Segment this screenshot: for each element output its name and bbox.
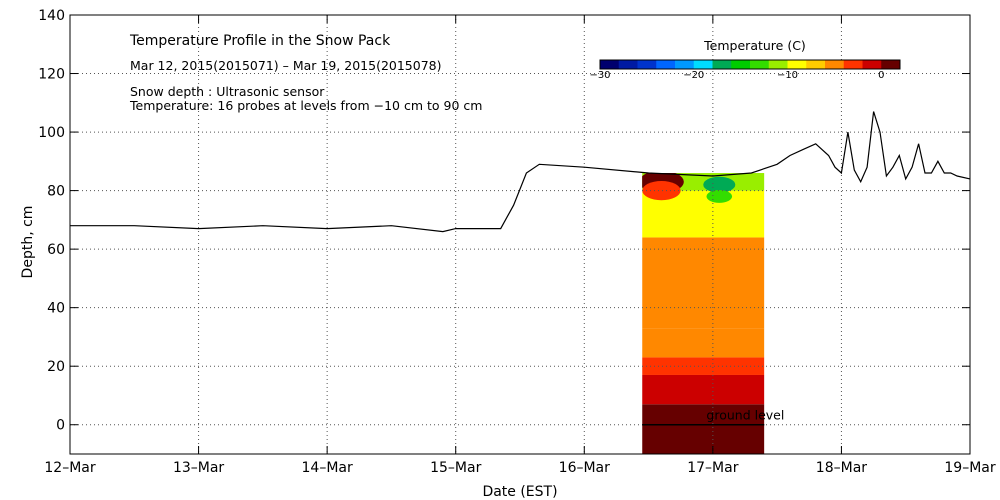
y-tick-label: 20 bbox=[47, 359, 65, 375]
profile-content bbox=[642, 173, 765, 454]
temperature-spot-2 bbox=[703, 176, 736, 193]
temperature-band-3 bbox=[642, 328, 765, 358]
temperature-band-1 bbox=[642, 374, 765, 405]
ground-level-label: ground level bbox=[706, 408, 784, 423]
colorbar: Temperature (C) −30 −20 −10 0 bbox=[589, 38, 901, 81]
colorbar-segment bbox=[731, 60, 751, 69]
colorbar-title: Temperature (C) bbox=[703, 38, 806, 53]
colorbar-segment bbox=[768, 60, 788, 69]
colorbar-segment bbox=[843, 60, 863, 69]
colorbar-segment bbox=[806, 60, 826, 69]
date-range: Mar 12, 2015(2015071) – Mar 19, 2015(201… bbox=[130, 58, 442, 73]
colorbar-segment bbox=[637, 60, 657, 69]
y-tick-label: 100 bbox=[38, 125, 65, 141]
x-tick-label: 14–Mar bbox=[302, 460, 353, 476]
x-tick-label: 17–Mar bbox=[687, 460, 738, 476]
colorbar-tick-label: −20 bbox=[683, 70, 704, 81]
x-tick-label: 13–Mar bbox=[173, 460, 224, 476]
chart-title: Temperature Profile in the Snow Pack bbox=[129, 33, 391, 49]
y-tick-label: 140 bbox=[38, 8, 65, 24]
temperature-profile bbox=[642, 173, 765, 454]
x-tick-label: 15–Mar bbox=[430, 460, 481, 476]
colorbar-segment bbox=[750, 60, 770, 69]
colorbar-segment bbox=[712, 60, 732, 69]
snow-depth-line bbox=[70, 111, 971, 233]
colorbar-tick-label: −10 bbox=[777, 70, 798, 81]
colorbar-segment bbox=[881, 60, 901, 69]
y-tick-label: 80 bbox=[47, 184, 65, 200]
snow-depth-series bbox=[70, 111, 971, 233]
x-axis-title: Date (EST) bbox=[482, 484, 557, 500]
x-tick-label: 12–Mar bbox=[44, 460, 95, 476]
x-tick-label: 16–Mar bbox=[559, 460, 610, 476]
colorbar-segment bbox=[862, 60, 882, 69]
y-tick-label: 120 bbox=[38, 67, 65, 83]
axes: 12–Mar 13–Mar 14–Mar 15–Mar 16–Mar 17–Mar 18–M… bbox=[38, 8, 996, 476]
y-tick-label: 0 bbox=[56, 418, 65, 434]
colorbar-segment bbox=[787, 60, 807, 69]
temperature-spot-1 bbox=[642, 181, 681, 201]
temperature-band-2 bbox=[642, 357, 765, 375]
x-tick-label: 18–Mar bbox=[816, 460, 867, 476]
colorbar-segment bbox=[618, 60, 638, 69]
colorbar-segment bbox=[693, 60, 713, 69]
y-axis-title: Depth, cm bbox=[20, 206, 36, 279]
y-tick-label: 60 bbox=[47, 242, 65, 258]
x-tick-label: 19–Mar bbox=[944, 460, 995, 476]
temperature-spot-3 bbox=[706, 190, 733, 203]
plot-frame bbox=[69, 14, 971, 455]
y-tick-label: 40 bbox=[47, 301, 65, 317]
colorbar-segment bbox=[675, 60, 695, 69]
colorbar-segment bbox=[825, 60, 845, 69]
colorbar-frame bbox=[599, 59, 901, 70]
temperature-band-4 bbox=[642, 237, 765, 329]
note-snow-depth: Snow depth : Ultrasonic sensor bbox=[130, 84, 325, 99]
colorbar-tick-label: −30 bbox=[589, 70, 610, 81]
temperature-band-0 bbox=[642, 404, 765, 454]
colorbar-segment bbox=[656, 60, 676, 69]
ground-level: ground level bbox=[642, 408, 784, 426]
colorbar-tick-label: 0 bbox=[878, 70, 884, 81]
note-temperature: Temperature: 16 probes at levels from −1… bbox=[129, 98, 482, 113]
colorbar-segment bbox=[600, 60, 620, 69]
